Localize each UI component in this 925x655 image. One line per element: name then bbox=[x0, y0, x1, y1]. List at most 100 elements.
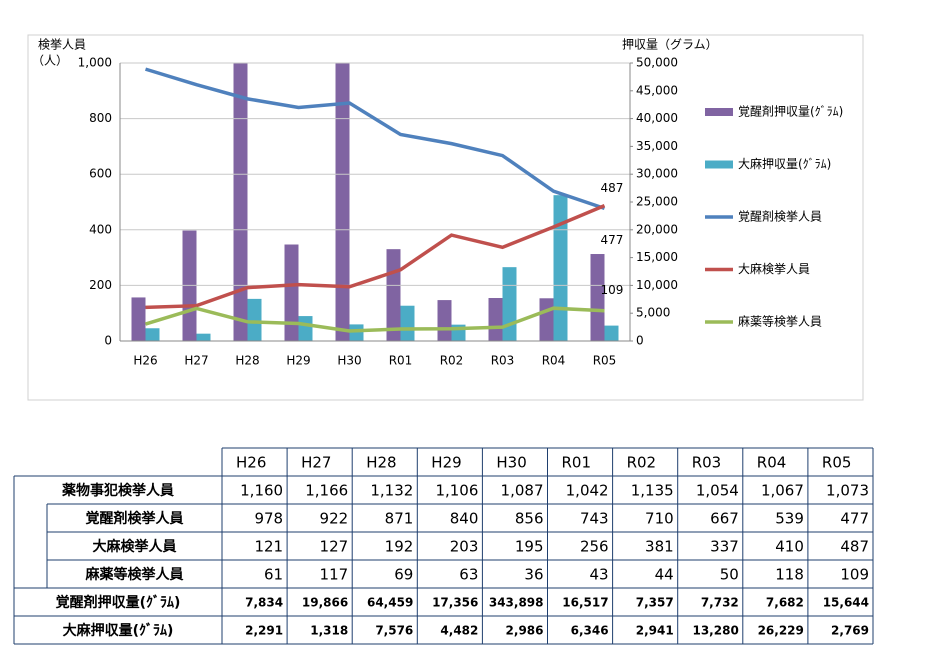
table-cell: 50 bbox=[720, 566, 739, 584]
table-cell: 4,482 bbox=[440, 624, 478, 638]
y-tick-label: 800 bbox=[89, 111, 112, 125]
bar bbox=[400, 305, 415, 341]
table-cell: 856 bbox=[515, 510, 544, 528]
table: H26 H27 H28 H29 H30 R01 R02 R03 R04 R05 薬物事犯検挙人員 1,… bbox=[13, 447, 874, 645]
bar bbox=[539, 298, 554, 341]
table-header: R01 bbox=[562, 454, 592, 472]
table-header: R04 bbox=[757, 454, 787, 472]
bar bbox=[298, 316, 313, 341]
y-tick-label: 200 bbox=[89, 278, 112, 292]
x-tick-label: R02 bbox=[440, 354, 464, 368]
bar bbox=[590, 254, 605, 341]
table-cell: 2,291 bbox=[245, 624, 283, 638]
data-label: 487 bbox=[601, 181, 624, 195]
table-cell: 1,132 bbox=[370, 482, 413, 500]
table-cell: 840 bbox=[450, 510, 479, 528]
row-label: 大麻押収量(ｸﾞﾗﾑ) bbox=[63, 622, 174, 639]
y2-tick-label: 40,000 bbox=[636, 111, 678, 125]
x-tick-label: H30 bbox=[337, 354, 361, 368]
y2-tick-label: 10,000 bbox=[636, 278, 678, 292]
table-cell: 7,357 bbox=[636, 596, 674, 610]
table-cell: 1,106 bbox=[435, 482, 478, 500]
table-cell: 381 bbox=[645, 538, 674, 556]
bar bbox=[196, 333, 211, 341]
x-tick-label: R04 bbox=[542, 354, 566, 368]
line-series bbox=[145, 204, 606, 310]
table-cell: 667 bbox=[710, 510, 739, 528]
y2-tick-label: 50,000 bbox=[636, 56, 678, 70]
table-cell: 17,356 bbox=[432, 596, 478, 610]
legend-swatch bbox=[705, 160, 733, 169]
table-cell: 16,517 bbox=[562, 596, 608, 610]
table-cell: 2,941 bbox=[636, 624, 674, 638]
row-label: 覚醒剤検挙人員 bbox=[86, 510, 184, 527]
x-tick-label: R03 bbox=[491, 354, 515, 368]
y2-tick-label: 30,000 bbox=[636, 167, 678, 181]
legend-label: 大麻押収量(ｸﾞﾗﾑ) bbox=[738, 156, 831, 171]
table-header: R02 bbox=[627, 454, 657, 472]
table-cell: 1,073 bbox=[826, 482, 869, 500]
bar bbox=[604, 325, 619, 341]
x-tick-label: H29 bbox=[286, 354, 310, 368]
table-cell: 117 bbox=[320, 566, 349, 584]
bar bbox=[284, 244, 299, 341]
table-header: H28 bbox=[366, 454, 396, 472]
table-cell: 192 bbox=[385, 538, 414, 556]
table-cell: 1,087 bbox=[501, 482, 544, 500]
y2-tick-label: 15,000 bbox=[636, 250, 678, 264]
table-cell: 743 bbox=[580, 510, 609, 528]
table-cell: 2,986 bbox=[506, 624, 544, 638]
table-cell: 118 bbox=[775, 566, 804, 584]
table-cell: 539 bbox=[775, 510, 804, 528]
x-tick-label: R01 bbox=[389, 354, 413, 368]
y-tick-label: 0 bbox=[104, 334, 112, 348]
row-label: 覚醒剤押収量(ｸﾞﾗﾑ) bbox=[56, 594, 181, 611]
table-header: R03 bbox=[692, 454, 722, 472]
table-cell: 6,346 bbox=[571, 624, 609, 638]
line-series bbox=[144, 306, 605, 333]
legend-swatch bbox=[705, 108, 733, 116]
bar bbox=[488, 298, 503, 341]
y2-tick-label: 25,000 bbox=[636, 195, 678, 209]
row-label: 麻薬等検挙人員 bbox=[85, 566, 184, 583]
x-tick-label: H27 bbox=[184, 354, 208, 368]
table-cell: 1,067 bbox=[761, 482, 804, 500]
bar bbox=[437, 300, 452, 341]
table-cell: 477 bbox=[840, 510, 869, 528]
table-header: H30 bbox=[496, 454, 526, 472]
table-cell: 1,042 bbox=[566, 482, 609, 500]
x-tick-label: H26 bbox=[133, 354, 157, 368]
legend-label: 大麻検挙人員 bbox=[738, 261, 810, 276]
table-cell: 2,769 bbox=[831, 624, 869, 638]
table-cell: 1,166 bbox=[305, 482, 348, 500]
x-tick-label: R05 bbox=[593, 354, 617, 368]
bar bbox=[553, 195, 568, 341]
y2-tick-label: 45,000 bbox=[636, 83, 678, 97]
table-cell: 337 bbox=[710, 538, 739, 556]
table-cell: 19,866 bbox=[302, 596, 348, 610]
y2-tick-label: 20,000 bbox=[636, 222, 678, 236]
y2-tick-label: 0 bbox=[636, 334, 644, 348]
table-cell: 343,898 bbox=[489, 596, 544, 610]
table-cell: 121 bbox=[254, 538, 283, 556]
data-label: 109 bbox=[601, 283, 624, 297]
table-cell: 1,135 bbox=[631, 482, 674, 500]
table-cell: 7,682 bbox=[766, 596, 804, 610]
table-cell: 13,280 bbox=[692, 624, 738, 638]
table-cell: 127 bbox=[320, 538, 349, 556]
table-cell: 69 bbox=[394, 566, 413, 584]
bar bbox=[131, 297, 146, 341]
table-cell: 203 bbox=[450, 538, 479, 556]
table-cell: 871 bbox=[385, 510, 414, 528]
table-cell: 7,834 bbox=[245, 596, 283, 610]
table-cell: 922 bbox=[320, 510, 349, 528]
y-tick-label: 1,000 bbox=[78, 56, 112, 70]
table-header: H27 bbox=[301, 454, 331, 472]
bar bbox=[502, 267, 517, 341]
bar bbox=[233, 63, 248, 341]
table-header: H26 bbox=[236, 454, 266, 472]
table-cell: 63 bbox=[459, 566, 478, 584]
table-header: R05 bbox=[822, 454, 852, 472]
table-cell: 109 bbox=[840, 566, 869, 584]
